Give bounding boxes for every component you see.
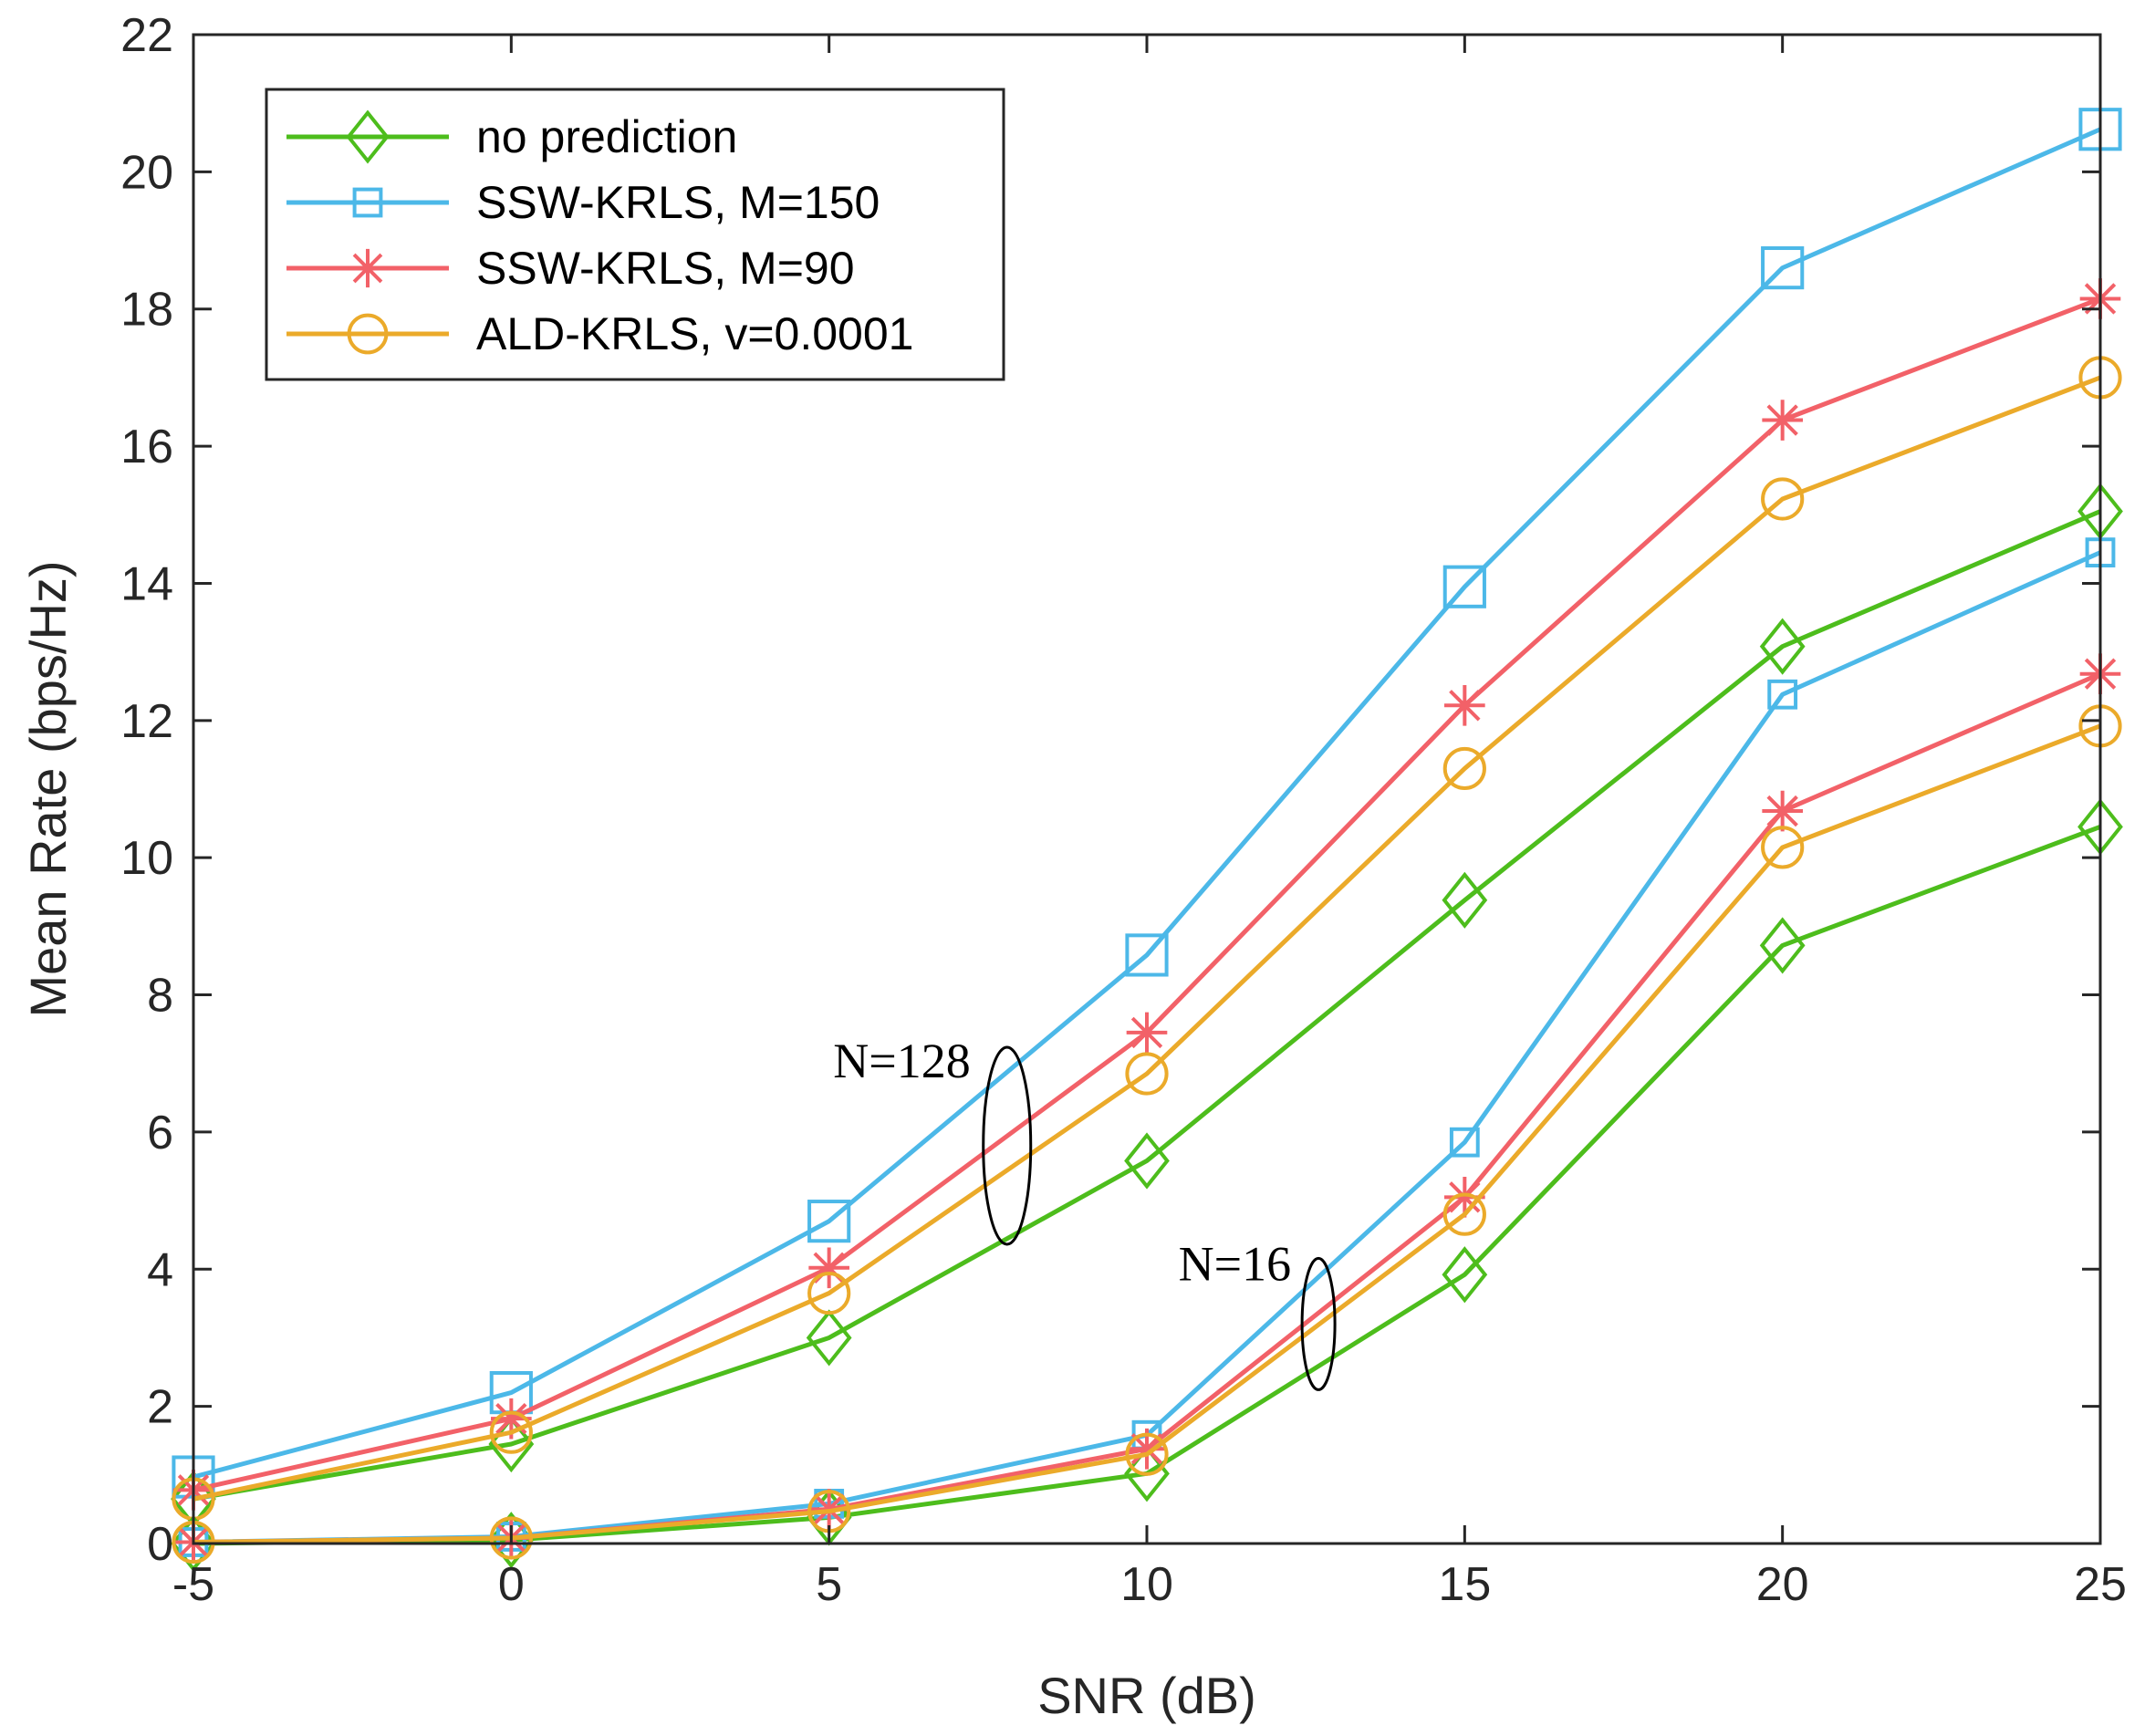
data-point — [1444, 684, 1485, 726]
data-point — [1761, 246, 1805, 290]
y-tick-label: 8 — [147, 970, 173, 1023]
series-line — [193, 375, 2101, 1502]
data-point — [1125, 933, 1169, 977]
data-point — [1442, 1192, 1486, 1236]
x-tick-label: 10 — [1120, 1558, 1173, 1611]
data-point — [1125, 1052, 1169, 1096]
y-tick-label: 10 — [120, 832, 173, 885]
annotation-label: N=16 — [1179, 1236, 1291, 1291]
legend-marker — [352, 187, 383, 218]
data-point — [489, 1516, 533, 1560]
annotation-n16: N=16 — [1179, 1236, 1337, 1391]
legend-label: no prediction — [476, 111, 737, 162]
legend-item: SSW-KRLS, M=150 — [286, 177, 880, 228]
y-tick-label: 4 — [147, 1243, 173, 1296]
data-point — [1762, 790, 1803, 832]
data-point — [1442, 565, 1486, 608]
legend-item: ALD-KRLS, v=0.0001 — [286, 308, 913, 359]
data-point — [1442, 871, 1488, 929]
data-point — [1125, 1432, 1169, 1476]
y-tick-label: 18 — [120, 284, 173, 337]
data-point — [808, 1247, 849, 1289]
data-point — [1442, 746, 1486, 791]
data-point — [1762, 400, 1803, 441]
x-tick-label: 0 — [498, 1558, 525, 1611]
series-line — [193, 509, 2101, 1502]
y-tick-label: 0 — [147, 1518, 173, 1571]
legend: no prediction SSW-KRLS, M=150 SSW-KRLS, M=… — [265, 88, 1005, 381]
legend-item: no prediction — [286, 109, 737, 164]
x-tick-label: 25 — [2074, 1558, 2127, 1611]
data-point — [489, 1410, 533, 1454]
data-point — [1442, 1246, 1488, 1304]
data-point — [1761, 477, 1805, 521]
legend-label: SSW-KRLS, M=90 — [476, 243, 855, 294]
legend-marker — [348, 248, 388, 288]
annotation-ellipse — [982, 1045, 1033, 1246]
data-point — [806, 1309, 852, 1367]
data-point — [1126, 1428, 1168, 1470]
annotation-ellipse — [1300, 1256, 1337, 1391]
data-point — [1761, 826, 1805, 869]
annotations: N=128 N=16 — [833, 1034, 1337, 1391]
y-tick-label: 14 — [120, 557, 173, 610]
y-tick-label: 6 — [147, 1107, 173, 1159]
data-point — [1759, 917, 1806, 974]
legend-item: SSW-KRLS, M=90 — [286, 243, 855, 294]
x-tick-label: 5 — [816, 1558, 842, 1611]
legend-label: ALD-KRLS, v=0.0001 — [476, 308, 913, 359]
annotation-label: N=128 — [833, 1034, 970, 1088]
x-axis-title: SNR (dB) — [1037, 1667, 1256, 1724]
data-point — [1444, 1177, 1485, 1218]
data-point — [807, 1200, 851, 1243]
y-tick-label: 20 — [120, 146, 173, 199]
y-tick-label: 22 — [120, 9, 173, 62]
legend-label: SSW-KRLS, M=150 — [476, 177, 880, 228]
series-line — [193, 127, 2101, 1480]
y-tick-label: 2 — [147, 1381, 173, 1434]
data-point — [1126, 1012, 1168, 1054]
data-point — [1449, 1127, 1480, 1158]
y-tick-label: 12 — [120, 695, 173, 748]
data-point — [1124, 1445, 1170, 1502]
legend-marker — [346, 109, 390, 164]
y-axis-title: Mean Rate (bps/Hz) — [19, 560, 77, 1017]
data-point — [1759, 618, 1806, 675]
y-tick-label: 16 — [120, 421, 173, 473]
data-point — [1767, 679, 1798, 710]
data-point — [807, 1271, 851, 1315]
data-point — [491, 1398, 532, 1440]
annotation-n128: N=128 — [833, 1034, 1033, 1246]
x-tick-label: 20 — [1756, 1558, 1809, 1611]
x-tick-label: 15 — [1438, 1558, 1491, 1611]
legend-marker — [347, 313, 389, 355]
x-tick-label: -5 — [172, 1558, 214, 1611]
data-point — [1124, 1132, 1170, 1190]
